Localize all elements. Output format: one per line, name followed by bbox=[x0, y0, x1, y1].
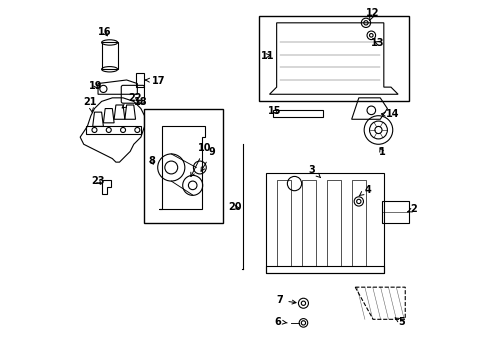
Bar bbox=[276, 180, 290, 266]
Bar bbox=[265, 266, 383, 273]
Text: 7: 7 bbox=[276, 295, 295, 305]
Bar bbox=[135, 73, 144, 87]
Text: 2: 2 bbox=[407, 204, 416, 214]
Text: 19: 19 bbox=[89, 81, 102, 91]
Text: 5: 5 bbox=[394, 317, 404, 327]
Text: 11: 11 bbox=[260, 50, 273, 60]
Text: 23: 23 bbox=[91, 176, 104, 185]
Bar bbox=[301, 180, 315, 266]
Text: 13: 13 bbox=[370, 38, 384, 48]
Text: 6: 6 bbox=[274, 317, 286, 327]
Text: 3: 3 bbox=[308, 165, 320, 177]
Text: 12: 12 bbox=[365, 8, 379, 21]
Bar bbox=[326, 180, 340, 266]
Bar bbox=[102, 42, 118, 69]
Text: 22: 22 bbox=[122, 93, 142, 108]
Text: 17: 17 bbox=[145, 76, 165, 86]
Text: 21: 21 bbox=[83, 97, 97, 113]
Bar bbox=[351, 180, 365, 266]
Text: 4: 4 bbox=[358, 185, 370, 196]
Text: 18: 18 bbox=[134, 97, 147, 107]
Text: 16: 16 bbox=[98, 27, 111, 37]
Text: 8: 8 bbox=[148, 156, 155, 166]
Bar bbox=[265, 173, 383, 273]
Text: 20: 20 bbox=[228, 202, 242, 212]
Text: 9: 9 bbox=[201, 147, 215, 171]
Text: 1: 1 bbox=[378, 147, 385, 157]
Text: 14: 14 bbox=[381, 109, 398, 120]
Text: 15: 15 bbox=[267, 106, 281, 116]
Text: 10: 10 bbox=[190, 143, 211, 176]
